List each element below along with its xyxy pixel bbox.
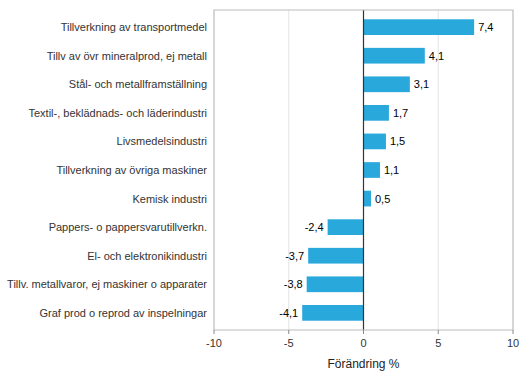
plot-frame: [214, 10, 513, 330]
bar: [364, 48, 425, 64]
grid: [214, 10, 513, 330]
bar: [307, 276, 364, 292]
bar: [308, 248, 363, 264]
category-label: Livsmedelsindustri: [117, 135, 207, 147]
category-label: El- och elektronikindustri: [87, 250, 207, 262]
bar: [364, 191, 371, 207]
bar: [364, 19, 475, 35]
data-label: -2,4: [305, 221, 324, 233]
data-label: 1,7: [393, 107, 408, 119]
x-tick: [214, 330, 215, 334]
data-label: -3,7: [285, 250, 304, 262]
x-tick-label: 0: [360, 337, 366, 349]
data-label: 3,1: [414, 78, 429, 90]
x-tick-label: -5: [284, 337, 294, 349]
bar: [364, 105, 389, 121]
data-label: 4,1: [429, 50, 444, 62]
x-tick: [438, 330, 439, 334]
x-tick: [363, 330, 364, 334]
category-label: Tillverkning av övriga maskiner: [56, 164, 207, 176]
category-label: Pappers- o pappersvarutillverkn.: [49, 221, 207, 233]
x-tick-label: 5: [435, 337, 441, 349]
y-axis: Graf prod o reprod av inspelningar Tillv.…: [7, 21, 207, 319]
x-tick: [288, 330, 289, 334]
category-label: Tillv. metallvaror, ej maskiner o appara…: [7, 278, 207, 290]
bars: [302, 19, 474, 320]
data-label: 1,1: [384, 164, 399, 176]
category-label: Stål- och metallframställning: [69, 78, 207, 90]
category-label: Tillv av övr mineralprod, ej metall: [47, 50, 207, 62]
category-label: Kemisk industri: [132, 193, 207, 205]
x-axis-label: Förändring %: [327, 357, 399, 371]
x-tick-label: 10: [507, 337, 519, 349]
data-label: -4,1: [279, 307, 298, 319]
bar: [328, 219, 364, 235]
data-label: 7,4: [478, 21, 493, 33]
baseline: [363, 10, 364, 330]
x-tick: [513, 330, 514, 334]
chart: -10 -5 0 5 10 Förändring % Graf prod o reprod …: [0, 0, 529, 378]
x-tick-label: -10: [206, 337, 222, 349]
grid-line: [363, 10, 364, 330]
data-label: 0,5: [375, 193, 390, 205]
bar: [302, 305, 363, 321]
category-label: Tillverkning av transportmedel: [61, 21, 207, 33]
data-label: -3,8: [284, 278, 303, 290]
bar: [364, 76, 410, 92]
bar: [364, 134, 386, 150]
data-labels: -4,1 -3,8 -3,7 -2,4 0,5 1,1 1,5 1,7 3,1 4,1 7,4: [279, 21, 493, 319]
plot-background: [214, 10, 513, 330]
x-axis: -10 -5 0 5 10: [206, 330, 519, 349]
category-label: Textil-, beklädnads- och läderindustri: [28, 107, 207, 119]
category-label: Graf prod o reprod av inspelningar: [39, 307, 207, 319]
data-label: 1,5: [390, 135, 405, 147]
bar: [364, 162, 380, 178]
page: {"chart_data": {"type": "bar", "orientat…: [0, 0, 529, 378]
